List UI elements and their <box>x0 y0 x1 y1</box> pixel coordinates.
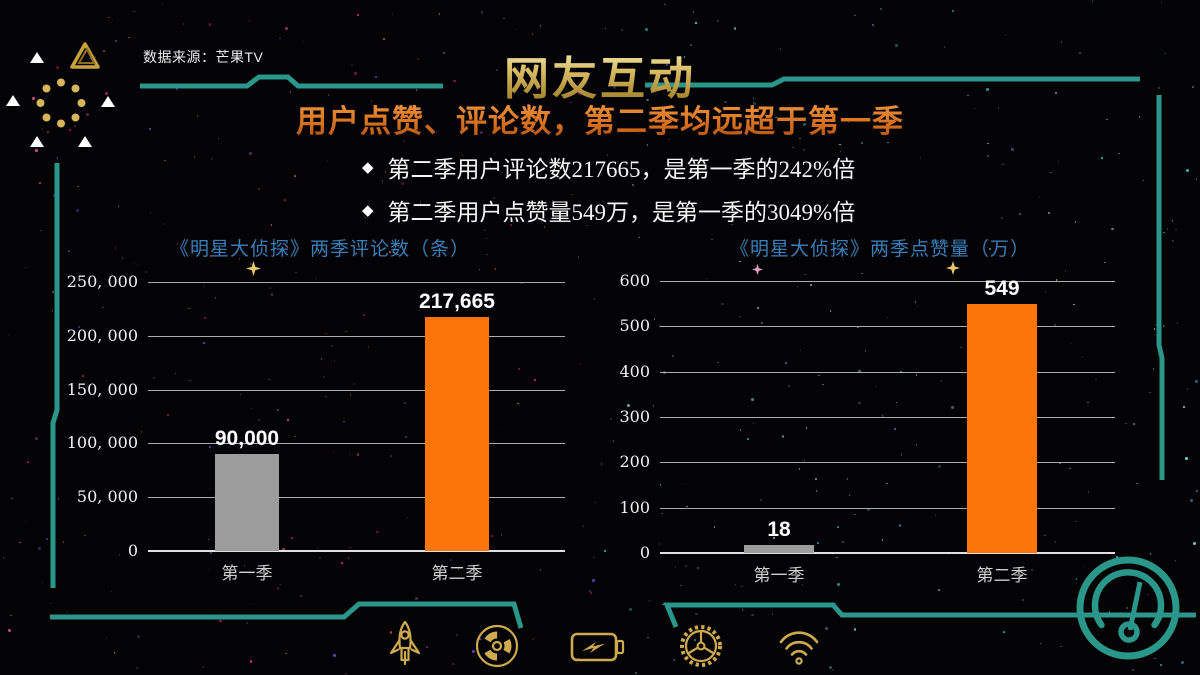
bar <box>425 317 489 551</box>
triangle-icon <box>30 52 44 63</box>
triangle-icon <box>6 95 20 106</box>
gridline <box>148 335 565 337</box>
gridline <box>148 282 565 283</box>
bar <box>744 545 814 553</box>
triangle-icon <box>30 136 44 147</box>
gridline <box>660 417 1115 418</box>
y-tick-label: 150, 000 <box>66 379 138 399</box>
category-label: 第一季 <box>221 564 273 584</box>
category-label: 第二季 <box>976 566 1028 586</box>
bar <box>967 304 1037 553</box>
wifi-icon <box>779 631 819 665</box>
bullet-item: ◆ 第二季用户评论数217665，是第一季的242%倍 <box>362 150 855 184</box>
gridline <box>660 462 1115 464</box>
y-tick-label: 500 <box>619 316 650 336</box>
gauge-icon <box>1076 556 1180 660</box>
y-tick-label: 0 <box>127 541 138 560</box>
y-tick-label: 100 <box>619 497 650 517</box>
triangle-icon <box>101 96 115 107</box>
y-tick-label: 50, 000 <box>76 487 138 507</box>
bar-value-label: 217,665 <box>419 290 495 313</box>
y-tick-label: 200 <box>619 452 650 472</box>
y-tick-label: 600 <box>619 271 650 290</box>
bar <box>215 454 279 551</box>
category-label: 第一季 <box>753 566 805 586</box>
likes-chart-title: 《明星大侦探》两季点赞量（万） <box>729 238 1030 260</box>
dot-circle-icon <box>36 78 86 128</box>
bar-value-label: 18 <box>767 518 791 541</box>
sparkle-icon <box>752 264 763 275</box>
bullet-text: 第二季用户点赞量549万，是第一季的3049%倍 <box>387 200 856 225</box>
page-subtitle: 用户点赞、评论数，第二季均远超于第一季 <box>220 96 980 141</box>
y-tick-label: 100, 000 <box>66 433 138 453</box>
data-source-label: 数据来源：芒果TV <box>143 49 264 65</box>
y-tick-label: 0 <box>639 543 650 562</box>
bar-value-label: 90,000 <box>214 427 280 450</box>
triangle-icon <box>78 136 92 147</box>
gridline <box>148 497 565 499</box>
likes-bar-chart: 0 100 200 300 400 500 600 18 第一季 549 第二季 <box>619 271 1115 586</box>
y-tick-label: 300 <box>619 407 650 426</box>
gridline <box>660 371 1115 373</box>
comments-bar-chart: 0 50, 000 100, 000 150, 000 200, 000 250, 000… <box>67 272 565 584</box>
gridline <box>148 389 565 391</box>
gridline <box>148 443 565 445</box>
x-axis-line <box>148 550 565 552</box>
y-tick-label: 200, 000 <box>66 325 138 345</box>
bar-value-label: 549 <box>984 277 1020 300</box>
page-title: 网友互动 <box>400 42 800 107</box>
comments-chart-title: 《明星大侦探》两季评论数（条） <box>169 238 470 260</box>
bullet-text: 第二季用户评论数217665，是第一季的242%倍 <box>387 157 856 182</box>
diamond-bullet-icon: ◆ <box>362 159 374 176</box>
y-tick-label: 250, 000 <box>66 272 138 291</box>
gridline <box>660 507 1115 509</box>
triforce-triangle-icon <box>70 42 100 69</box>
rocket-icon <box>389 620 421 666</box>
x-axis-line <box>660 552 1115 554</box>
gear-wheel-icon <box>680 625 722 667</box>
radiation-icon <box>475 624 519 668</box>
gridline <box>660 281 1115 282</box>
y-tick-label: 400 <box>619 361 650 381</box>
category-label: 第二季 <box>431 564 483 584</box>
diamond-bullet-icon: ◆ <box>362 202 374 219</box>
bullet-item: ◆ 第二季用户点赞量549万，是第一季的3049%倍 <box>362 193 855 227</box>
battery-icon <box>570 632 625 662</box>
gridline <box>660 326 1115 328</box>
